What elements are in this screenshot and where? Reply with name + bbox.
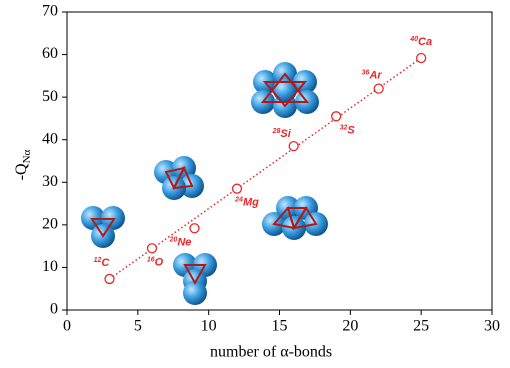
point-label: 36Ar (362, 69, 383, 81)
point-label-mass: 24 (234, 197, 243, 204)
point-label-element: S (347, 124, 355, 136)
point-label-element: C (101, 257, 110, 269)
bond-triangle (183, 264, 207, 286)
x-axis-label: number of α-bonds (210, 344, 332, 361)
point (331, 111, 342, 122)
point (104, 273, 115, 285)
y-tick-label: 40 (42, 130, 58, 147)
bond-triangle (172, 165, 194, 190)
point (288, 140, 299, 152)
molecule (251, 62, 319, 118)
bond-triangle (90, 218, 116, 238)
y-tick-label: 20 (42, 216, 58, 233)
sphere (183, 281, 207, 305)
point (189, 223, 200, 234)
plot-frame (66, 11, 493, 311)
point-label-mass: 36 (362, 69, 370, 76)
point-label: 12C (94, 257, 111, 269)
point-label-mass: 32 (340, 124, 348, 131)
point-label: 24Mg (234, 197, 259, 209)
y-tick-label: 30 (42, 173, 58, 190)
molecule (81, 206, 125, 248)
point (231, 183, 243, 194)
bond-triangle (260, 72, 310, 103)
y-tick-label: 0 (50, 301, 58, 318)
point-label-element: Mg (243, 197, 259, 209)
point-label: 32S (340, 124, 356, 136)
point-label: 28Si (272, 128, 292, 140)
point-label-element: Ne (177, 236, 191, 248)
point-label: 16O (147, 256, 164, 268)
point-label: 20Ne (169, 236, 192, 248)
molecule (173, 253, 217, 305)
point-label-mass: 12 (94, 257, 102, 264)
molecule-illustrations (81, 62, 328, 305)
y-tick-label: 50 (42, 88, 58, 105)
x-tick-label: 30 (484, 318, 500, 335)
y-tick-label: 10 (42, 258, 58, 275)
point (416, 52, 427, 64)
x-tick-label: 5 (134, 318, 142, 335)
point-label-element: Ca (418, 36, 432, 48)
molecule (154, 156, 204, 200)
bond-triangle (292, 206, 318, 230)
x-tick-label: 15 (272, 318, 288, 335)
sphere (273, 78, 297, 102)
point-label-element: Si (280, 128, 291, 140)
point-label-element: O (155, 256, 164, 268)
point-label: 40Ca (409, 36, 432, 48)
point (146, 243, 158, 254)
x-tick-label: 25 (413, 318, 429, 335)
point-label-mass: 28 (272, 128, 281, 135)
point-label-mass: 20 (169, 236, 178, 243)
point-label-element: Ar (368, 70, 382, 82)
x-tick-label: 0 (63, 318, 71, 335)
point-label-mass: 16 (147, 256, 155, 263)
point-label-mass: 40 (409, 36, 418, 43)
point (373, 83, 384, 94)
bond-triangle (262, 81, 308, 108)
x-tick-label: 10 (201, 318, 217, 335)
y-tick-label: 60 (42, 45, 58, 62)
molecule (262, 196, 328, 240)
y-tick-label: 70 (42, 3, 58, 20)
y-axis-label: -QNα (13, 149, 33, 180)
x-tick-label: 20 (342, 318, 358, 335)
